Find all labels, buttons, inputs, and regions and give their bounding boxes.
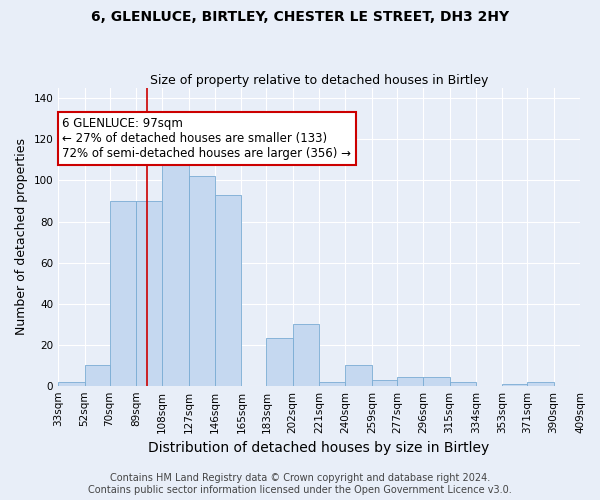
Text: 6 GLENLUCE: 97sqm
← 27% of detached houses are smaller (133)
72% of semi-detache: 6 GLENLUCE: 97sqm ← 27% of detached hous…	[62, 117, 352, 160]
Text: Contains HM Land Registry data © Crown copyright and database right 2024.
Contai: Contains HM Land Registry data © Crown c…	[88, 474, 512, 495]
Y-axis label: Number of detached properties: Number of detached properties	[15, 138, 28, 336]
Bar	[136, 201, 162, 386]
Bar	[188, 176, 215, 386]
Bar	[110, 201, 136, 386]
Bar	[162, 154, 188, 386]
Bar	[423, 378, 449, 386]
Bar	[266, 338, 293, 386]
Text: 6, GLENLUCE, BIRTLEY, CHESTER LE STREET, DH3 2HY: 6, GLENLUCE, BIRTLEY, CHESTER LE STREET,…	[91, 10, 509, 24]
Bar	[319, 382, 346, 386]
Bar	[397, 378, 423, 386]
Bar	[449, 382, 476, 386]
Bar	[346, 365, 372, 386]
Bar	[293, 324, 319, 386]
Bar	[58, 382, 85, 386]
Bar	[502, 384, 527, 386]
Bar	[85, 365, 110, 386]
X-axis label: Distribution of detached houses by size in Birtley: Distribution of detached houses by size …	[148, 441, 490, 455]
Bar	[215, 195, 241, 386]
Bar	[527, 382, 554, 386]
Bar	[372, 380, 397, 386]
Title: Size of property relative to detached houses in Birtley: Size of property relative to detached ho…	[150, 74, 488, 87]
